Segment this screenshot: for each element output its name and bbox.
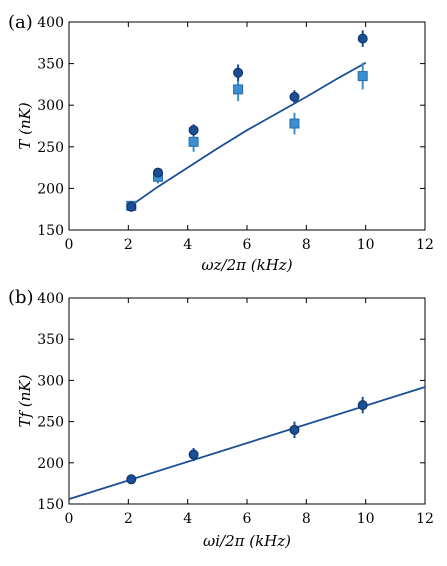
y-tick-label: 400 bbox=[37, 15, 64, 31]
y-tick-label: 150 bbox=[37, 497, 64, 513]
circle-data-point bbox=[126, 201, 137, 212]
plot-frame bbox=[68, 297, 426, 505]
fit-line bbox=[69, 386, 425, 500]
y-tick-label: 200 bbox=[37, 181, 64, 197]
chart-panel-0: 0 2 4 6 8 10 12 150 200 250 300 350 400 ωz/2π (kHz) T … bbox=[8, 12, 434, 274]
circle-data-point bbox=[188, 449, 199, 460]
x-tick-label: 2 bbox=[124, 511, 133, 527]
x-tick-label: 6 bbox=[243, 237, 252, 253]
circle-data-point bbox=[289, 424, 300, 435]
circle-data-point bbox=[188, 125, 199, 136]
panel-label: (b) bbox=[8, 287, 34, 308]
y-tick-label: 200 bbox=[37, 456, 64, 472]
x-tick-label: 0 bbox=[65, 237, 74, 253]
x-tick-label: 0 bbox=[65, 511, 74, 527]
fit-line bbox=[127, 62, 367, 209]
y-tick-label: 400 bbox=[37, 291, 64, 307]
circle-data-point bbox=[357, 400, 368, 411]
x-tick-label: 2 bbox=[124, 237, 133, 253]
y-tick-label: 150 bbox=[37, 223, 64, 239]
chart-panel-1: 0 2 4 6 8 10 12 150 200 250 300 350 400 ωi/2π (kHz) Tf… bbox=[8, 287, 434, 550]
x-tick-label: 4 bbox=[183, 511, 192, 527]
circle-data-point bbox=[357, 33, 368, 44]
x-tick-label: 8 bbox=[302, 237, 311, 253]
square-data-point bbox=[188, 136, 199, 147]
y-axis-label: T (nK) bbox=[16, 102, 34, 149]
x-tick-label: 10 bbox=[357, 511, 375, 527]
y-tick-label: 300 bbox=[37, 373, 64, 389]
square-data-point bbox=[233, 84, 244, 95]
y-tick-label: 350 bbox=[37, 332, 64, 348]
square-data-point bbox=[289, 118, 300, 129]
x-tick-label: 12 bbox=[416, 511, 434, 527]
circle-data-point bbox=[153, 167, 163, 178]
x-tick-label: 8 bbox=[302, 511, 311, 527]
x-tick-label: 10 bbox=[357, 237, 375, 253]
circle-data-point bbox=[233, 67, 244, 78]
y-tick-label: 250 bbox=[37, 140, 64, 156]
y-tick-label: 350 bbox=[37, 57, 64, 73]
x-axis-label: ωz/2π (kHz) bbox=[201, 256, 292, 274]
circle-data-point bbox=[289, 91, 300, 102]
y-axis-label: Tf (nK) bbox=[16, 374, 34, 427]
circle-data-point bbox=[126, 474, 137, 485]
y-tick-label: 250 bbox=[37, 415, 64, 431]
y-tick-label: 300 bbox=[37, 98, 64, 114]
square-data-point bbox=[357, 71, 368, 82]
x-axis-label: ωi/2π (kHz) bbox=[203, 532, 291, 550]
x-tick-label: 4 bbox=[183, 237, 192, 253]
plot-frame bbox=[68, 21, 426, 231]
x-tick-label: 6 bbox=[243, 511, 252, 527]
x-tick-label: 12 bbox=[416, 237, 434, 253]
panel-label: (a) bbox=[8, 12, 33, 33]
